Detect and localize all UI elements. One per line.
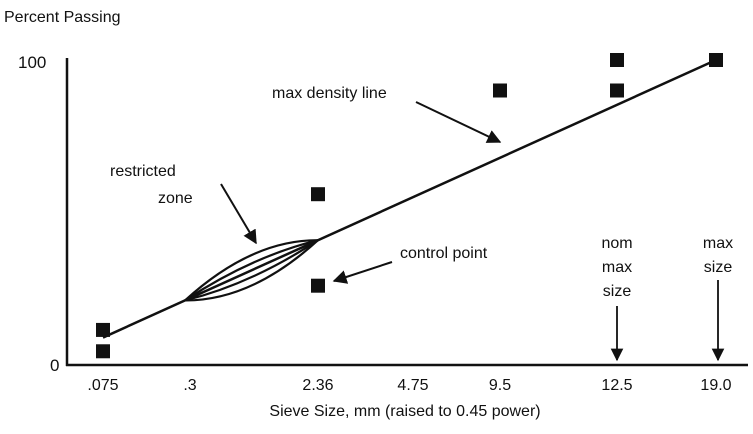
x-tick-label: 4.75 — [397, 377, 428, 394]
restricted-zone-boundary — [184, 239, 319, 302]
y-tick-100: 100 — [18, 53, 46, 72]
annotation-max-density-line: max density line — [272, 85, 387, 102]
annotation-max: max — [703, 235, 733, 252]
data-point — [96, 344, 110, 359]
annotation-nom-size: size — [603, 283, 632, 300]
annotation-nom: nom — [601, 235, 632, 252]
x-axis-label: Sieve Size, mm (raised to 0.45 power) — [269, 403, 540, 420]
annotation-max-size: size — [704, 259, 733, 276]
restricted-zone-boundary — [184, 239, 319, 302]
data-point — [493, 83, 507, 98]
annotation-zone: zone — [158, 190, 193, 207]
max-density-line — [102, 58, 717, 339]
restricted-zone-arrow — [220, 183, 257, 245]
x-tick-label: .3 — [183, 377, 196, 394]
data-point — [311, 278, 325, 293]
x-tick-label: 9.5 — [489, 377, 511, 394]
annotation-nom-max: max — [602, 259, 632, 276]
data-point — [311, 187, 325, 202]
data-point — [709, 53, 723, 67]
x-tick-label: 2.36 — [302, 377, 333, 394]
max-density-arrow — [415, 101, 502, 143]
annotation-restricted: restricted — [110, 163, 176, 180]
data-point — [96, 322, 110, 337]
x-tick-label: .075 — [87, 377, 118, 394]
restricted-zone-boundary — [184, 239, 319, 302]
y-tick-0: 0 — [50, 356, 59, 375]
restricted-zone-boundary — [184, 239, 319, 302]
y-axis-label: Percent Passing — [4, 9, 121, 26]
x-tick-label: 12.5 — [601, 377, 632, 394]
annotation-control-point: control point — [400, 245, 488, 262]
control-point-arrow — [332, 261, 393, 284]
x-tick-label: 19.0 — [700, 377, 731, 394]
data-point — [610, 83, 624, 98]
data-point — [610, 53, 624, 67]
